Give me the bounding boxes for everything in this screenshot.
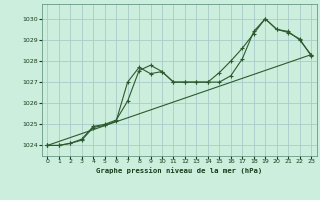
X-axis label: Graphe pression niveau de la mer (hPa): Graphe pression niveau de la mer (hPa) [96, 167, 262, 174]
